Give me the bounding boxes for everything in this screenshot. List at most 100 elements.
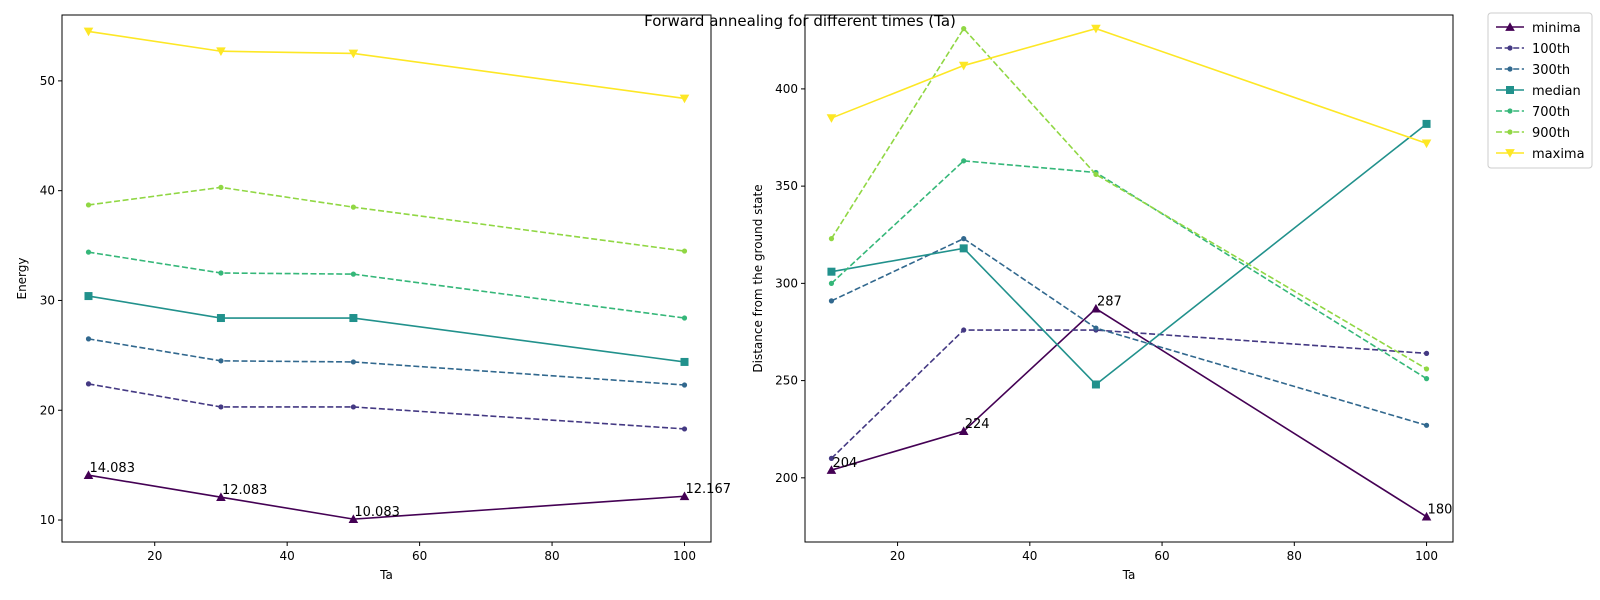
- legend-label: 300th: [1532, 63, 1570, 78]
- point-minima: [958, 426, 969, 435]
- series-line-700th: [88, 251, 685, 319]
- legend-label: 900th: [1532, 126, 1570, 141]
- energy-plot: 14.083 12.083 10.083 12.167 20 40 60 80 100 10 20 3…: [15, 14, 732, 582]
- point-700th: [85, 249, 92, 255]
- point-700th: [961, 158, 967, 164]
- series-line-median: [831, 123, 1428, 386]
- x-tick-label: 60: [1154, 549, 1169, 563]
- data-annotation: 12.167: [686, 482, 732, 497]
- legend-marker-300th: [1507, 66, 1513, 72]
- point-minima: [826, 465, 837, 474]
- series-line-900th: [88, 186, 685, 252]
- point-700th: [1423, 376, 1430, 382]
- y-tick-label: 350: [775, 179, 798, 193]
- legend-label: 700th: [1532, 105, 1570, 120]
- data-annotation: 204: [832, 456, 857, 471]
- point-maxima: [1421, 139, 1432, 149]
- point-100th: [350, 404, 356, 410]
- point-900th: [828, 236, 835, 242]
- point-700th: [350, 271, 356, 277]
- distance-plot: 204 224 287 180 20 40 60 80 100 200 250 300 350 400 Ta…: [751, 14, 1454, 582]
- data-annotation: 14.083: [89, 461, 135, 476]
- point-minima: [679, 491, 690, 501]
- series-line-100th: [88, 383, 685, 430]
- point-300th: [961, 236, 967, 242]
- legend-label: median: [1532, 84, 1581, 99]
- point-median: [84, 292, 93, 301]
- point-median: [1422, 119, 1431, 128]
- point-300th: [1093, 325, 1099, 331]
- x-tick-label: 80: [1287, 549, 1302, 563]
- point-300th: [218, 358, 224, 364]
- y-tick-label: 30: [40, 293, 55, 307]
- point-100th: [681, 426, 688, 432]
- data-annotation: 287: [1097, 295, 1122, 310]
- x-axis-label: Ta: [1122, 568, 1136, 582]
- point-maxima: [679, 94, 690, 104]
- legend-label: 100th: [1532, 42, 1570, 57]
- legend-label: maxima: [1532, 147, 1585, 162]
- y-tick-label: 400: [775, 82, 798, 96]
- point-300th: [1423, 422, 1430, 428]
- legend-box: [1487, 12, 1593, 169]
- y-tick-label: 200: [775, 471, 798, 485]
- y-tick-label: 300: [775, 276, 798, 290]
- point-300th: [681, 382, 688, 388]
- point-minima: [1421, 511, 1432, 521]
- y-tick-label: 10: [40, 513, 55, 527]
- point-median: [1091, 380, 1100, 389]
- point-maxima: [958, 61, 969, 71]
- y-tick-label: 40: [40, 184, 55, 198]
- y-axis-label: Distance from the ground state: [751, 184, 765, 372]
- legend: minima 100th 300th median 700th 900th maxima: [1487, 12, 1593, 169]
- x-tick-label: 80: [544, 549, 559, 563]
- point-900th: [681, 248, 688, 254]
- point-300th: [350, 359, 356, 365]
- point-minima: [83, 470, 94, 480]
- point-900th: [350, 204, 356, 210]
- legend-marker-maxima: [1505, 149, 1515, 158]
- series-line-300th: [88, 338, 685, 386]
- series-line-minima: [831, 307, 1427, 518]
- legend-marker-900th: [1507, 129, 1513, 135]
- series-line-maxima: [831, 27, 1427, 145]
- series-line-median: [88, 295, 685, 363]
- point-median: [827, 267, 836, 276]
- series-line-300th: [831, 237, 1427, 427]
- data-annotation: 224: [965, 417, 990, 432]
- x-tick-label: 40: [280, 549, 295, 563]
- x-tick-label: 20: [890, 549, 905, 563]
- point-100th: [828, 455, 835, 461]
- legend-marker-median: [1506, 86, 1514, 94]
- series-line-100th: [830, 329, 1427, 459]
- x-tick-label: 60: [412, 549, 427, 563]
- point-maxima: [348, 49, 359, 59]
- point-median: [959, 244, 968, 253]
- point-100th: [218, 404, 224, 410]
- point-median: [216, 314, 225, 323]
- legend-label: minima: [1532, 21, 1581, 36]
- point-700th: [828, 280, 835, 286]
- point-maxima: [216, 47, 226, 57]
- figure-title: Forward annealing for different times (T…: [644, 12, 956, 30]
- point-700th: [681, 315, 688, 321]
- point-900th: [85, 202, 92, 208]
- x-axis-label: Ta: [379, 568, 393, 582]
- data-annotation: 10.083: [354, 505, 400, 520]
- legend-marker-100th: [1507, 45, 1513, 51]
- data-annotation: 180: [1428, 503, 1453, 518]
- point-700th: [218, 270, 224, 276]
- point-300th: [828, 298, 835, 304]
- point-100th: [1423, 350, 1430, 356]
- point-median: [680, 357, 689, 366]
- axes-frame: [804, 14, 1454, 543]
- point-median: [349, 314, 358, 323]
- series-line-minima: [88, 474, 685, 520]
- x-tick-label: 40: [1022, 549, 1037, 563]
- point-100th: [85, 381, 92, 387]
- point-900th: [218, 184, 224, 190]
- point-900th: [1093, 171, 1099, 178]
- x-tick-label: 100: [673, 549, 696, 563]
- data-annotation: 12.083: [222, 483, 268, 498]
